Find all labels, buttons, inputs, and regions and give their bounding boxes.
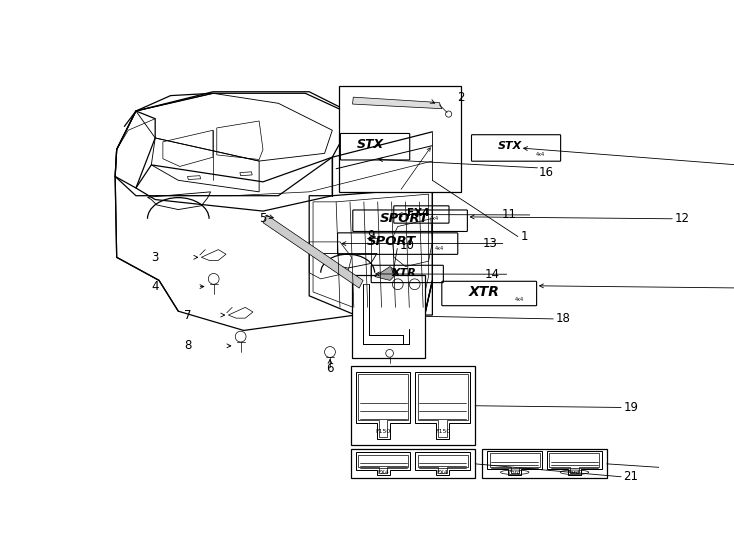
Text: FX4: FX4 [407,208,430,218]
Text: 1: 1 [521,230,528,243]
Text: 4x4: 4x4 [435,246,444,251]
Text: STX: STX [498,141,522,151]
Text: 2: 2 [457,91,465,104]
Bar [482,449,607,478]
Text: 4x4: 4x4 [430,217,440,221]
Text: Ford: Ford [509,470,521,475]
Text: SPORT: SPORT [367,235,416,248]
Bar [339,85,461,192]
Polygon shape [352,97,442,109]
Text: 21: 21 [623,470,639,483]
Text: 7: 7 [184,308,192,321]
Text: XTR: XTR [469,285,500,299]
Text: SPORT: SPORT [380,212,429,225]
Text: 16: 16 [539,166,553,179]
Text: 8: 8 [184,339,192,353]
Text: 5: 5 [259,212,266,225]
Text: 9: 9 [367,230,374,242]
Text: 18: 18 [556,313,570,326]
Text: XTR: XTR [391,268,416,278]
Text: 12: 12 [675,212,690,225]
Text: 19: 19 [623,401,639,414]
Text: FX4: FX4 [437,470,448,475]
Text: F150: F150 [376,429,390,434]
Text: 10: 10 [400,239,415,252]
Text: 4x4: 4x4 [536,152,545,157]
Text: 13: 13 [482,237,498,250]
Text: 14: 14 [484,268,500,281]
Text: 3: 3 [151,251,159,264]
Polygon shape [263,215,363,288]
Text: 6: 6 [326,362,334,375]
Text: FX4: FX4 [377,470,389,475]
Text: STX: STX [357,138,384,151]
Text: F150: F150 [435,429,451,434]
Text: 4x4: 4x4 [515,296,523,302]
Text: Ford: Ford [568,470,581,475]
Bar [351,366,475,445]
Polygon shape [374,267,398,280]
Text: 11: 11 [501,208,517,221]
Text: 4: 4 [151,280,159,293]
Bar [351,449,475,478]
Bar [352,275,425,358]
